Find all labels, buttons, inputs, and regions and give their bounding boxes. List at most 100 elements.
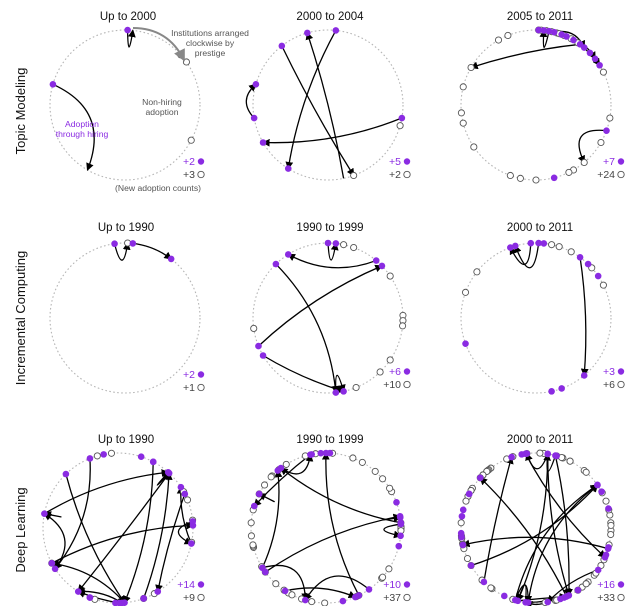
adoption-arrow bbox=[554, 455, 573, 597]
adoption-arrow bbox=[113, 241, 131, 261]
hiring-institution-node bbox=[544, 598, 552, 606]
nonhiring-institution-node bbox=[565, 168, 573, 176]
nonhiring-institution-node bbox=[249, 541, 257, 549]
institution-nodes bbox=[457, 449, 615, 606]
nonhiring-institution-node bbox=[582, 580, 590, 588]
nonhiring-institution-node bbox=[462, 497, 470, 505]
nonhiring-legend-dot bbox=[403, 170, 411, 179]
nonhiring-institution-node bbox=[487, 584, 495, 592]
hiring-institution-node bbox=[140, 595, 147, 602]
adoption-arrow bbox=[285, 587, 357, 599]
hiring-institution-node bbox=[462, 340, 469, 347]
hiring-institution-node bbox=[250, 502, 258, 510]
adoption-arrow bbox=[483, 455, 514, 583]
adoption-arrow bbox=[516, 453, 549, 602]
panel-deep-learning-up-to-1990: Up to 1990 +14 +9 bbox=[41, 434, 205, 606]
adoption-arrows bbox=[52, 29, 136, 172]
annotation-clockwise-line3: prestige bbox=[195, 48, 226, 58]
hiring-institution-node bbox=[545, 27, 553, 35]
nonhiring-institution-node bbox=[308, 598, 316, 606]
hiring-institution-node bbox=[501, 592, 508, 600]
nonhiring-adoption-count: +3 bbox=[183, 169, 195, 181]
nonhiring-institution-node bbox=[288, 591, 296, 599]
nonhiring-institution-node bbox=[606, 114, 614, 122]
nonhiring-institution-node bbox=[250, 324, 258, 332]
nonhiring-institution-node bbox=[470, 143, 478, 151]
hiring-institution-node bbox=[523, 450, 531, 457]
hiring-institution-node bbox=[535, 26, 542, 34]
nonhiring-institution-node bbox=[385, 565, 393, 573]
hiring-institution-node bbox=[100, 451, 107, 458]
hiring-institution-node bbox=[584, 260, 592, 268]
hiring-institution-node bbox=[601, 554, 609, 561]
explanatory-annotations: Institutions arranged clockwise by prest… bbox=[56, 27, 249, 193]
panel-title: Up to 1990 bbox=[98, 222, 154, 234]
nonhiring-institution-node bbox=[376, 368, 384, 376]
hiring-institution-node bbox=[332, 240, 340, 247]
hiring-institution-node bbox=[598, 488, 605, 495]
hiring-institution-node bbox=[372, 257, 380, 264]
hiring-institution-node bbox=[250, 114, 258, 122]
panel-incremental-computing-2000-to-2011: 2000 to 2011 +3 +6 bbox=[460, 222, 625, 395]
hiring-institution-node bbox=[465, 490, 473, 498]
panel-title: 1990 to 1999 bbox=[296, 222, 363, 234]
hiring-institution-node bbox=[49, 81, 57, 88]
adoption-arrow bbox=[261, 117, 403, 147]
adoption-arrow bbox=[132, 242, 173, 260]
adoption-arrow bbox=[123, 461, 154, 604]
hiring-institution-node bbox=[548, 388, 555, 395]
nonhiring-institution-node bbox=[566, 457, 574, 465]
nonhiring-institution-node bbox=[267, 473, 275, 481]
institution-nodes bbox=[250, 239, 407, 396]
nonhiring-adoption-count: +10 bbox=[383, 379, 401, 391]
adoption-arrow bbox=[54, 458, 91, 570]
hiring-institution-node bbox=[603, 127, 610, 134]
hiring-institution-node bbox=[129, 240, 137, 247]
adoption-arrows bbox=[245, 30, 403, 179]
hiring-institution-node bbox=[507, 244, 514, 251]
hiring-legend-dot bbox=[617, 581, 625, 588]
nonhiring-institution-node bbox=[187, 136, 195, 144]
adoption-arrow bbox=[527, 484, 599, 603]
nonhiring-institution-node bbox=[457, 109, 465, 117]
adoption-arrows bbox=[258, 242, 384, 394]
hiring-institution-node bbox=[74, 588, 82, 595]
panel-title: 2000 to 2011 bbox=[507, 434, 573, 446]
adoption-arrow bbox=[65, 473, 126, 604]
adoption-arrow bbox=[469, 43, 581, 70]
hiring-institution-node bbox=[459, 506, 467, 514]
hiring-institution-node bbox=[252, 81, 260, 88]
hiring-institution-node bbox=[535, 239, 542, 247]
panel-title: 2000 to 2011 bbox=[507, 222, 573, 234]
hiring-institution-node bbox=[398, 114, 406, 122]
nonhiring-institution-node bbox=[567, 248, 575, 256]
adoption-arrow bbox=[126, 29, 136, 48]
adoption-arrow bbox=[539, 29, 550, 49]
nonhiring-institution-node bbox=[352, 383, 360, 392]
annotation-nonhiring-line1: Non-hiring bbox=[142, 97, 182, 107]
row-label-incremental-computing: Incremental Computing bbox=[13, 251, 28, 385]
adoption-arrow bbox=[262, 564, 310, 602]
nonhiring-adoption-count: +9 bbox=[183, 592, 195, 604]
hiring-adoption-count: +3 bbox=[603, 366, 615, 378]
hiring-institution-node bbox=[480, 578, 488, 586]
nonhiring-institution-node bbox=[282, 460, 290, 468]
nonhiring-adoption-count: +37 bbox=[383, 592, 401, 604]
hiring-institution-node bbox=[51, 565, 59, 573]
row-label-deep-learning: Deep Learning bbox=[13, 487, 28, 572]
hiring-institution-node bbox=[317, 449, 325, 457]
nonhiring-institution-node bbox=[536, 449, 544, 457]
nonhiring-institution-node bbox=[247, 519, 255, 527]
hiring-institution-node bbox=[332, 27, 340, 34]
panel-title: Up to 1990 bbox=[98, 434, 154, 446]
adoption-arrows bbox=[469, 29, 607, 164]
hiring-institution-node bbox=[149, 458, 157, 466]
hiring-institution-node bbox=[259, 139, 267, 146]
nonhiring-institution-node bbox=[457, 519, 465, 527]
hiring-institution-node bbox=[457, 529, 465, 537]
adoption-arrow bbox=[461, 536, 609, 550]
annotation-clockwise-line1: Institutions arranged bbox=[171, 28, 249, 38]
nonhiring-institution-node bbox=[597, 138, 605, 147]
hiring-institution-node bbox=[116, 599, 123, 606]
